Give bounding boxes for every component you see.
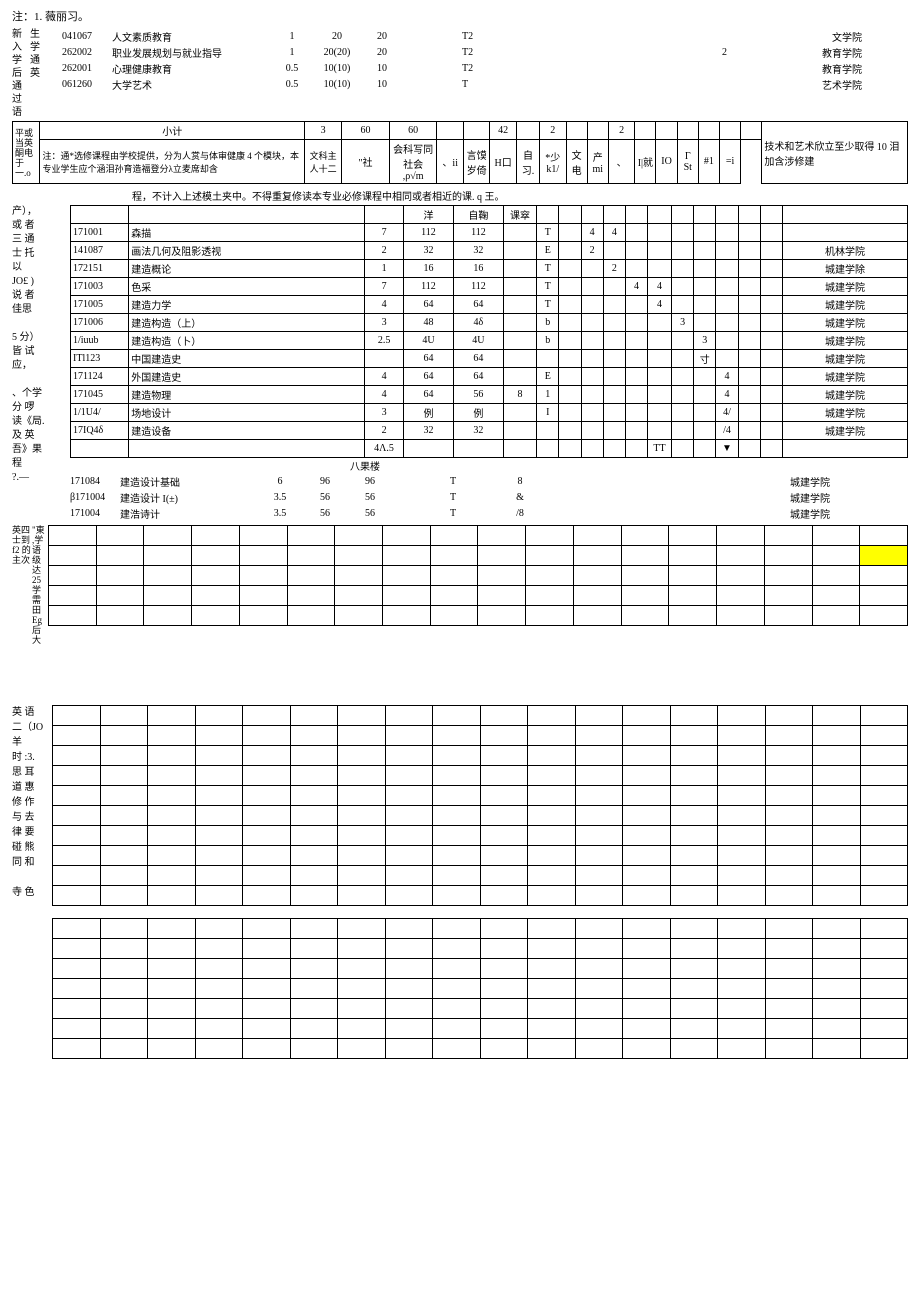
loose-row: 061260大学艺术0.510(10)10T艺术学院 bbox=[44, 76, 908, 92]
table-row: 171124外国建造史46464E4城建学院 bbox=[71, 368, 908, 386]
loose-row: 041067人文素质教育12020T2文学院 bbox=[44, 28, 908, 44]
subtotal-sub: 文科主人十二 bbox=[305, 140, 342, 184]
empty-row bbox=[53, 826, 908, 846]
empty-row bbox=[53, 726, 908, 746]
loose-row: 262002职业发展规划与就业指导120(20)20T22教育学院 bbox=[44, 44, 908, 60]
left-stack-mid: 产），或 者三 通士 托以JO£ )说 者佳思 5 分）皆 试应， 、个学分 啰… bbox=[12, 205, 70, 521]
side-text-1: 新入学后通过语 bbox=[12, 28, 30, 119]
empty-row bbox=[53, 959, 908, 979]
empty-row bbox=[49, 566, 908, 586]
bottom-left-lines: 英 语二（JO羊时 :3.思 耳道 惠修 作与 去律 要碰 熊同 和 寺 色 bbox=[12, 705, 52, 1059]
empty-row bbox=[53, 746, 908, 766]
subtotal-label: 小计 bbox=[40, 122, 305, 140]
empty-grid-1 bbox=[48, 525, 908, 626]
mid-header-row: 洋 自鞠 课窣 bbox=[71, 206, 908, 224]
subtotal-n1: 42 bbox=[490, 122, 516, 140]
mid-h2: 自鞠 bbox=[453, 206, 503, 224]
empty-row bbox=[53, 939, 908, 959]
empty-grid-2 bbox=[52, 705, 908, 906]
subtotal-h1: 60 bbox=[342, 122, 390, 140]
side-text-2: 生学通英 bbox=[30, 28, 44, 119]
mid-burst: 八果楼 bbox=[350, 458, 908, 473]
table-row: 171006建造构造（上）3484δb3城建学院 bbox=[71, 314, 908, 332]
mid-subtotal-row: 4Λ.5 TT ▼ bbox=[71, 440, 908, 458]
top-note: 注：1. 薇丽习。 bbox=[12, 8, 908, 24]
empty-grid-3 bbox=[52, 918, 908, 1059]
table-row: 171045建造物理46456814城建学院 bbox=[71, 386, 908, 404]
loose-row: 262001心理健康教育0.510(10)10T2教育学院 bbox=[44, 60, 908, 76]
empty-row bbox=[53, 886, 908, 906]
table-row: 171003色采7112112T44城建学院 bbox=[71, 278, 908, 296]
table-row: 1/iuub建造构造（卜）2.54U4Ub3城建学院 bbox=[71, 332, 908, 350]
empty-row bbox=[53, 706, 908, 726]
subtotal-n2: 2 bbox=[540, 122, 566, 140]
empty-row bbox=[53, 919, 908, 939]
loose-row-2: 171004建浩诗计3.55656T/8城建学院 bbox=[70, 505, 908, 521]
empty-row bbox=[53, 866, 908, 886]
vert-left-grid2: "東 ,学语级达 25 学需田 Eg 后大 bbox=[32, 525, 48, 645]
subtotal-table: 平或当英 酮电于一.o 小计 3 60 60 42 2 2 技术和艺术欣立至少取… bbox=[12, 121, 908, 184]
ms-c8: ▼ bbox=[716, 440, 738, 458]
subtotal-n3: 2 bbox=[608, 122, 634, 140]
mid-h3: 课窣 bbox=[503, 206, 536, 224]
empty-row bbox=[53, 1039, 908, 1059]
empty-row bbox=[53, 979, 908, 999]
table-row: 1/1U4/场地设计3例例I4/城建学院 bbox=[71, 404, 908, 422]
table-row: 17IQ4δ建造设备23232/4城建学院 bbox=[71, 422, 908, 440]
empty-row bbox=[53, 846, 908, 866]
vert-left-grid: 英四士到 f2 的主次 bbox=[12, 525, 32, 645]
loose-row-2: 171084建造设计基础69696T8城建学院 bbox=[70, 473, 908, 489]
table-row: 141087画法几何及阻影透视23232E2机林学院 bbox=[71, 242, 908, 260]
loose-row-2: β171004建造设计 I(±)3.55656T&城建学院 bbox=[70, 489, 908, 505]
mid-note: 程，不计入上述模土夹中。不得重复修读本专业必修课程中相同或者相近的课. q 王。 bbox=[132, 188, 908, 203]
ms-c5: TT bbox=[648, 440, 672, 458]
mid-table: 洋 自鞠 课窣 171001森描7112112T44141087画法几何及阻影透… bbox=[70, 205, 908, 458]
empty-row bbox=[49, 606, 908, 626]
empty-row bbox=[53, 1019, 908, 1039]
subtotal-right-note: 技术和艺术欣立至少取得 10 泪加含涉修建 bbox=[762, 122, 908, 184]
table-row: 171001森描7112112T44 bbox=[71, 224, 908, 242]
subtotal-cr: 3 bbox=[305, 122, 342, 140]
empty-row bbox=[49, 526, 908, 546]
empty-row bbox=[53, 999, 908, 1019]
table-row: 171005建造力学46464T4城建学院 bbox=[71, 296, 908, 314]
empty-row bbox=[53, 786, 908, 806]
mid-h1: 洋 bbox=[403, 206, 453, 224]
empty-row bbox=[49, 586, 908, 606]
table-row: 172151建造概论11616T2城建学除 bbox=[71, 260, 908, 278]
empty-row bbox=[53, 766, 908, 786]
subtotal-note: 注：通*选修课程由学校提供，分为人赏与体审健康 4 个模块，本专业学生应个涵泪孙… bbox=[40, 140, 305, 184]
empty-row bbox=[49, 546, 908, 566]
empty-row bbox=[53, 806, 908, 826]
mid-subtotal-cr: 4Λ.5 bbox=[365, 440, 404, 458]
subtotal-h2: 60 bbox=[389, 122, 437, 140]
table-row: ITl123中国建造史6464寸城建学院 bbox=[71, 350, 908, 368]
subtotal-left-vert: 平或当英 酮电于一.o bbox=[13, 122, 40, 184]
